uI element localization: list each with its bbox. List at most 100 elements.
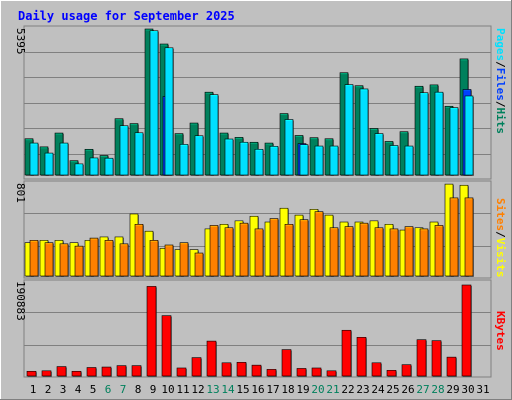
kbytes-bar bbox=[191, 357, 202, 377]
kbytes-bar bbox=[296, 368, 307, 377]
pages-bar bbox=[194, 135, 204, 176]
pages-bar bbox=[104, 157, 114, 176]
sites-bar bbox=[179, 242, 189, 277]
legend-hits: Hits bbox=[494, 108, 507, 135]
pages-bar bbox=[404, 145, 414, 176]
day-label: 1 bbox=[30, 383, 37, 396]
day-label: 10 bbox=[161, 383, 174, 396]
pages-bar bbox=[389, 145, 399, 176]
day-label: 21 bbox=[326, 383, 339, 396]
kbytes-bar bbox=[266, 369, 277, 377]
day-label: 16 bbox=[251, 383, 264, 396]
sites-bar bbox=[299, 219, 309, 277]
day-label: 18 bbox=[281, 383, 294, 396]
legend-separator: / bbox=[494, 231, 507, 238]
sites-bar bbox=[164, 244, 174, 277]
legend-kbytes: KBytes bbox=[494, 311, 507, 351]
sites-bar bbox=[464, 197, 474, 277]
day-label: 6 bbox=[105, 383, 112, 396]
pages-bar bbox=[449, 107, 459, 176]
day-label: 24 bbox=[371, 383, 385, 396]
chart-title: Daily usage for September 2025 bbox=[18, 9, 235, 23]
day-label: 8 bbox=[135, 383, 142, 396]
kbytes-bar bbox=[86, 367, 97, 377]
day-label: 29 bbox=[446, 383, 459, 396]
kbytes-bar bbox=[101, 366, 112, 377]
legend-visits: Visits bbox=[494, 238, 507, 278]
sites-bar bbox=[359, 222, 369, 277]
sites-bar bbox=[344, 226, 354, 277]
day-label: 26 bbox=[401, 383, 414, 396]
y-max-label-sites: 801 bbox=[14, 183, 27, 203]
pages-bar bbox=[359, 88, 369, 176]
kbytes-bar bbox=[251, 364, 262, 377]
sites-bar bbox=[89, 237, 99, 277]
pages-bar bbox=[284, 119, 294, 176]
legend-files: Files bbox=[494, 68, 507, 101]
sites-bar bbox=[404, 226, 414, 277]
kbytes-bar bbox=[326, 370, 337, 377]
day-label: 14 bbox=[221, 383, 235, 396]
pages-bar bbox=[74, 163, 84, 176]
kbytes-bar bbox=[446, 356, 457, 377]
sites-bar bbox=[449, 197, 459, 277]
pages-bar bbox=[374, 133, 384, 176]
kbytes-bar bbox=[431, 340, 442, 377]
kbytes-bar bbox=[416, 339, 427, 377]
sites-bar bbox=[224, 227, 234, 277]
kbytes-bar bbox=[146, 286, 157, 377]
day-label: 9 bbox=[150, 383, 157, 396]
sites-bar bbox=[119, 243, 129, 277]
sites-bar bbox=[329, 227, 339, 277]
sites-bar bbox=[194, 252, 204, 277]
legend-pages: Pages bbox=[494, 28, 507, 61]
pages-bar bbox=[254, 148, 264, 176]
day-label: 11 bbox=[176, 383, 189, 396]
sites-bar bbox=[209, 225, 219, 277]
sites-bar bbox=[389, 228, 399, 277]
pages-bar bbox=[464, 95, 474, 176]
kbytes-bar bbox=[371, 362, 382, 377]
kbytes-bar bbox=[176, 367, 187, 377]
pages-bar bbox=[239, 141, 249, 176]
pages-bar bbox=[59, 142, 69, 176]
pages-bar bbox=[44, 152, 54, 176]
kbytes-bar bbox=[386, 370, 397, 377]
legend-sites: Sites bbox=[494, 198, 507, 231]
kbytes-bar bbox=[71, 370, 82, 377]
day-label: 31 bbox=[476, 383, 489, 396]
legend-sites-visits: Sites/Visits bbox=[494, 198, 507, 278]
sites-bar bbox=[254, 228, 264, 277]
day-label: 17 bbox=[266, 383, 279, 396]
day-label: 3 bbox=[60, 383, 67, 396]
pages-bar bbox=[344, 84, 354, 176]
pages-bar bbox=[434, 91, 444, 176]
x-axis-day-labels: 1 2 3 4 5 6 7 8 9 10 11 12 13 14 15 16 17 18 19 20 21 22 23 24 2… bbox=[30, 383, 490, 396]
sites-bar bbox=[29, 240, 39, 277]
kbytes-bar bbox=[401, 364, 412, 377]
kbytes-bar bbox=[116, 365, 127, 377]
kbytes-bar bbox=[341, 329, 352, 377]
legend-separator: / bbox=[494, 101, 507, 108]
sites-bar bbox=[314, 211, 324, 277]
day-label: 22 bbox=[341, 383, 354, 396]
pages-bar bbox=[209, 94, 219, 176]
day-label: 19 bbox=[296, 383, 309, 396]
pages-bar bbox=[89, 157, 99, 176]
pages-bar bbox=[314, 145, 324, 176]
kbytes-bar bbox=[236, 362, 247, 377]
pages-bar bbox=[269, 146, 279, 176]
day-label: 30 bbox=[461, 383, 474, 396]
day-label: 13 bbox=[206, 383, 219, 396]
kbytes-bar bbox=[356, 337, 367, 377]
sites-bar bbox=[149, 240, 159, 277]
day-label: 27 bbox=[416, 383, 429, 396]
pages-bar bbox=[329, 145, 339, 176]
sites-bar bbox=[59, 243, 69, 277]
pages-bar bbox=[179, 144, 189, 176]
sites-bar bbox=[269, 218, 279, 277]
chart-bars bbox=[24, 28, 491, 377]
sites-bar bbox=[44, 242, 54, 277]
